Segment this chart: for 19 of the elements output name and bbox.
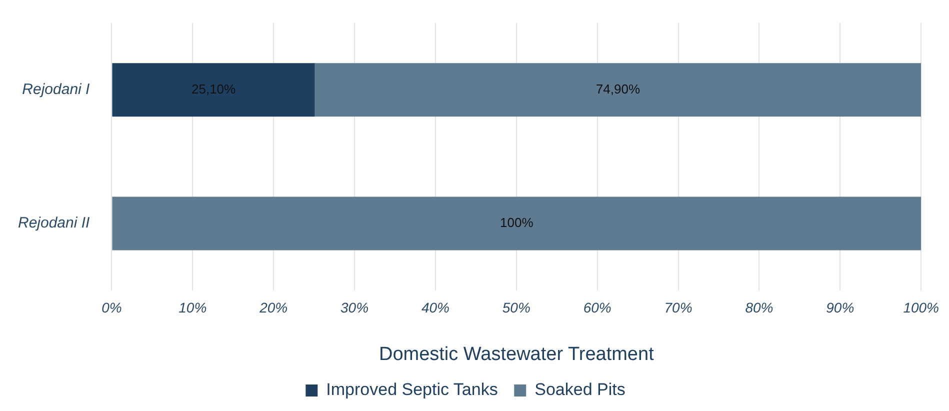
x-tick-label: 20%: [258, 300, 288, 316]
x-tick-label: 0%: [102, 300, 122, 316]
x-tick-label: 40%: [421, 300, 450, 316]
x-axis-title: Domestic Wastewater Treatment: [378, 344, 655, 365]
x-tick-label: 30%: [340, 300, 369, 316]
legend-label: Soaked Pits: [534, 380, 626, 400]
x-tick-label: 90%: [826, 300, 854, 316]
x-tick-label: 10%: [178, 300, 207, 316]
y-tick-label: Rejodani I: [22, 81, 90, 98]
data-label: 74,90%: [596, 81, 640, 96]
x-tick-label: 70%: [664, 300, 692, 316]
x-tick-label: 80%: [745, 300, 774, 316]
y-tick-label: Rejodani II: [18, 214, 90, 232]
x-tick-label: 60%: [583, 300, 612, 316]
legend-label: Improved Septic Tanks: [326, 380, 498, 400]
data-label: 25,10%: [191, 81, 236, 96]
data-label: 100%: [500, 215, 534, 230]
x-tick-label: 50%: [502, 300, 530, 316]
x-tick-label: 100%: [903, 300, 940, 316]
